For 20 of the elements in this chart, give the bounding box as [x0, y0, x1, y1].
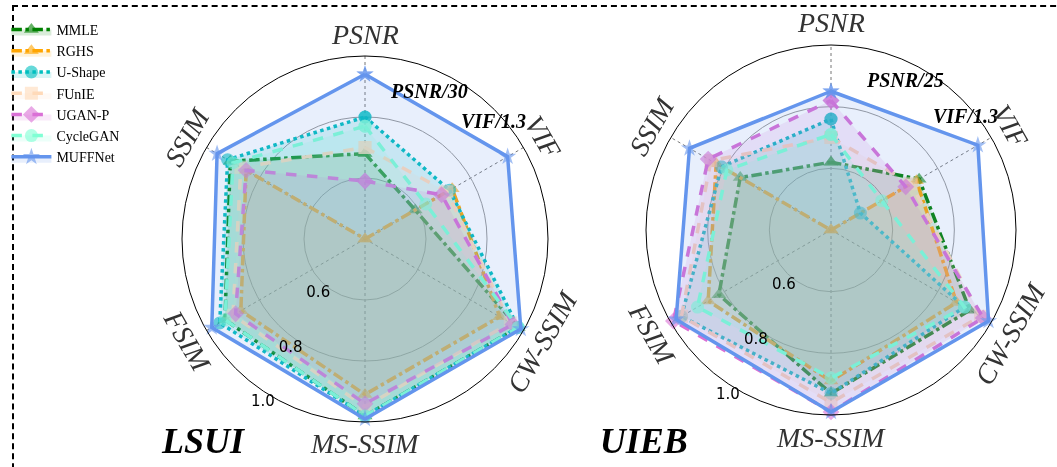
- legend-label: MUFFNet: [56, 150, 115, 166]
- y-tick-label: 0.8: [278, 337, 303, 356]
- legend-label: FUnIE: [56, 86, 95, 102]
- legend-label: CycleGAN: [56, 129, 120, 145]
- text: PSNR/25: [866, 69, 944, 91]
- legend-label: RGHS: [56, 44, 94, 60]
- text: LSUI: [160, 420, 246, 461]
- legend-label: MMLE: [56, 23, 99, 39]
- y-tick-label: 0.8: [744, 329, 768, 348]
- spoke-label: PSNR: [331, 19, 399, 50]
- spoke-label: MS-SSIM: [776, 422, 886, 453]
- spoke-label: MS-SSIM: [310, 428, 420, 459]
- spoke-label: PSNR: [797, 7, 865, 38]
- text: UIEB: [599, 420, 688, 461]
- legend-label: U-Shape: [56, 65, 106, 81]
- legend-label: UGAN-P: [56, 107, 110, 123]
- y-tick-label: 1.0: [250, 391, 275, 410]
- y-tick-label: 1.0: [716, 384, 740, 403]
- y-tick-label: 0.6: [772, 274, 796, 293]
- y-tick-label: 0.6: [306, 283, 331, 302]
